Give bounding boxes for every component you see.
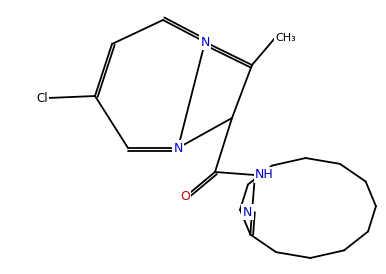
Text: Cl: Cl	[36, 92, 48, 104]
Text: N: N	[200, 36, 210, 48]
Text: NH: NH	[255, 169, 274, 181]
Text: O: O	[180, 190, 190, 204]
Text: CH₃: CH₃	[275, 33, 296, 43]
Text: N: N	[173, 141, 183, 155]
Text: N: N	[243, 206, 252, 218]
